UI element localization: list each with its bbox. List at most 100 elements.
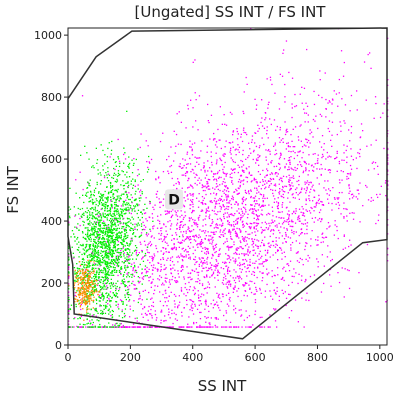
data-point (103, 295, 105, 298)
data-point (252, 242, 255, 245)
data-point (153, 253, 155, 255)
data-point (162, 257, 164, 259)
data-point (108, 253, 111, 255)
data-point (198, 271, 200, 274)
data-point (243, 294, 245, 297)
data-point (110, 214, 112, 217)
data-point (216, 213, 218, 216)
data-point (111, 207, 114, 209)
data-point (78, 229, 80, 231)
data-point (188, 220, 191, 222)
data-point (222, 261, 224, 263)
data-point (218, 139, 220, 141)
data-point (121, 242, 123, 244)
data-point (104, 233, 106, 235)
data-point (93, 209, 95, 211)
data-point (98, 263, 101, 265)
data-point (99, 225, 101, 227)
data-point (202, 262, 204, 264)
data-point (175, 182, 177, 185)
data-point (107, 198, 109, 200)
data-point (82, 188, 84, 191)
data-point (267, 107, 269, 109)
data-point (263, 243, 265, 245)
data-point (223, 178, 225, 180)
data-point (110, 221, 112, 223)
data-point (100, 197, 102, 199)
data-point (146, 235, 148, 237)
data-point (257, 209, 259, 211)
data-point (216, 292, 218, 294)
data-point (195, 268, 197, 270)
data-point (231, 177, 233, 179)
data-point (106, 160, 108, 163)
data-point (121, 326, 123, 328)
data-point (254, 252, 257, 254)
data-point (192, 126, 194, 128)
data-point (267, 212, 269, 215)
data-point (268, 204, 270, 206)
data-point (233, 288, 235, 290)
data-point (334, 224, 336, 226)
data-point (136, 320, 138, 322)
data-point (81, 207, 84, 210)
data-point (134, 249, 137, 251)
data-point (129, 244, 131, 246)
data-point (95, 217, 97, 219)
data-point (116, 218, 118, 220)
data-point (317, 261, 319, 263)
data-point (107, 205, 109, 207)
data-point (142, 260, 145, 262)
data-point (98, 224, 100, 226)
data-point (93, 191, 96, 193)
data-point (286, 131, 289, 133)
data-point (284, 133, 287, 136)
data-point (214, 244, 216, 246)
data-point (147, 251, 149, 253)
data-point (134, 180, 136, 183)
data-point (262, 200, 264, 202)
data-point (184, 172, 187, 175)
data-point (115, 199, 117, 202)
data-point (286, 128, 288, 130)
data-point (117, 205, 119, 207)
data-point (167, 257, 169, 259)
data-point (197, 217, 199, 219)
data-point (108, 297, 110, 300)
data-point (115, 295, 117, 297)
data-point (257, 154, 259, 156)
data-point (305, 209, 307, 211)
data-point (107, 235, 109, 237)
data-point (133, 162, 135, 165)
data-point (110, 218, 112, 220)
data-point (341, 179, 343, 181)
data-point (108, 274, 110, 276)
data-point (136, 203, 139, 205)
data-point (73, 318, 75, 320)
data-point (234, 285, 236, 287)
data-point (139, 194, 142, 197)
data-point (155, 193, 158, 195)
data-point (263, 127, 266, 129)
data-point (114, 207, 116, 210)
data-point (193, 223, 196, 225)
data-point (107, 227, 109, 229)
data-point (286, 206, 288, 208)
data-point (256, 224, 258, 227)
data-point (279, 152, 282, 154)
data-point (104, 274, 106, 276)
data-point (112, 241, 114, 243)
data-point (237, 264, 239, 266)
data-point (111, 251, 114, 253)
data-point (124, 296, 126, 298)
data-point (164, 210, 166, 212)
data-point (97, 254, 99, 256)
data-point (186, 288, 188, 291)
data-point (104, 247, 106, 249)
data-point (95, 231, 97, 233)
data-point (112, 324, 114, 326)
data-point (104, 224, 107, 226)
data-point (125, 225, 128, 227)
data-point (278, 162, 280, 165)
data-point (96, 302, 98, 305)
